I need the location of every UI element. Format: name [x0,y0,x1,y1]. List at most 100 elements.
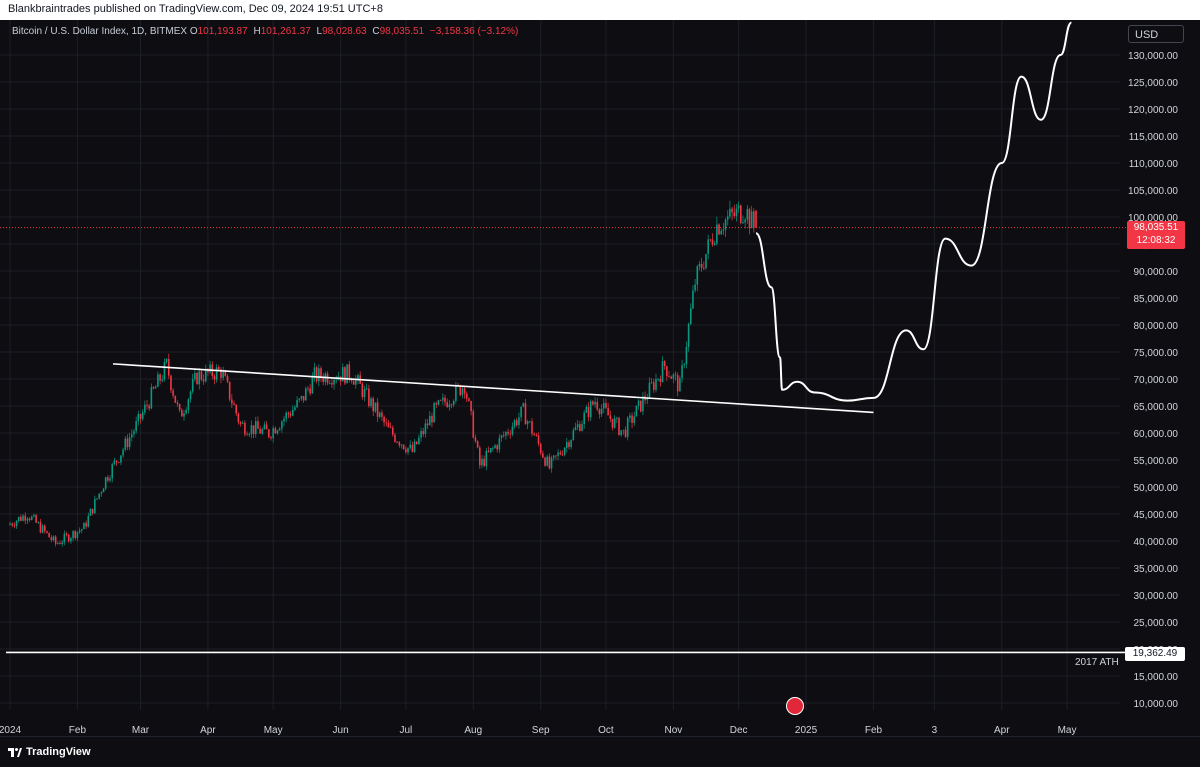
candle-body [415,441,418,445]
candle-body [552,455,555,458]
candle-body [109,478,111,481]
candle-body [85,522,87,527]
candle-body [561,454,564,456]
candle-body [222,372,224,378]
candle-body [46,531,48,533]
candle-body [74,531,77,539]
candle-body [687,324,690,347]
candle-body [700,264,703,269]
candle-body [731,208,733,213]
candle-body [87,515,90,527]
candle-body [737,205,740,209]
candle-body [507,431,509,434]
projection-path-drawing[interactable] [755,21,1073,402]
candle-body [39,522,42,533]
candle-body [726,216,729,220]
trendline-drawing[interactable] [112,363,874,414]
candle-body [694,284,696,291]
candle-body [235,404,237,414]
y-tick-label: 85,000.00 [1134,294,1179,305]
us-flag-event-icon[interactable] [786,697,804,715]
x-tick-label: 2024 [0,725,22,736]
candle-body [522,403,525,407]
candle-body [307,388,309,390]
candle-body [605,403,607,408]
y-tick-label: 130,000.00 [1128,51,1178,62]
candle-body [35,515,37,523]
candle-body [676,375,679,392]
candle-body [405,449,407,453]
y-tick-label: 100,000.00 [1128,213,1178,224]
candle-body [526,421,529,425]
candle-body [509,433,512,435]
candle-body [546,456,549,466]
candle-body [563,447,566,455]
candle-body [655,378,657,390]
candle-body [341,367,344,382]
candle-body [17,516,20,522]
candle-body [213,376,216,380]
candle-body [161,379,164,381]
candle-body [681,365,683,379]
candle-body [426,423,429,426]
candle-body [381,412,383,417]
candle-body [44,525,46,532]
candle-body [616,417,618,419]
candle-body [748,209,751,229]
candle-body [289,414,292,416]
candle-body [233,403,235,405]
chart-pane[interactable]: 10,000.0015,000.0020,000.0025,000.0030,0… [0,20,1200,736]
candle-body [485,450,488,466]
candle-body [305,388,307,401]
candle-body [596,401,599,410]
candle-body [724,219,727,230]
candle-body [729,208,731,217]
candle-body [250,425,253,435]
candle-body [281,421,283,429]
candle-body [572,430,575,440]
x-tick-label: Oct [598,725,614,736]
candle-body [170,375,172,391]
candle-body [265,424,268,430]
candle-body [287,412,290,415]
candle-body [102,488,105,493]
open-value: 101,193.87 [197,26,248,37]
candle-body [498,437,501,450]
candle-body [198,371,201,385]
candle-body [272,428,274,439]
candle-body [442,397,444,401]
candle-body [696,266,699,285]
price-chart[interactable]: 10,000.0015,000.0020,000.0025,000.0030,0… [0,20,1200,736]
candle-body [513,420,516,427]
candle-body [174,395,177,403]
tradingview-logo[interactable]: TradingView [8,746,91,758]
candle-body [22,515,24,521]
candle-body [315,367,318,382]
x-tick-label: Nov [664,725,682,736]
candle-body [642,396,644,412]
candle-body [283,418,285,422]
symbol-title[interactable]: Bitcoin / U.S. Dollar Index, 1D, BITMEX [12,26,188,37]
candle-body [83,522,85,530]
candle-body [176,402,179,405]
y-tick-label: 110,000.00 [1129,159,1179,170]
candle-body [20,516,22,521]
y-tick-label: 115,000.00 [1129,132,1179,143]
candle-body [407,447,409,453]
candle-body [481,458,483,466]
candle-body [131,434,133,438]
candle-body [135,421,137,432]
candle-body [600,408,603,415]
candle-body [311,376,314,394]
high-label: H [253,26,261,37]
candle-body [598,409,601,415]
candle-body [33,515,35,517]
candle-body [435,403,438,405]
candle-body [54,536,57,544]
y-tick-label: 80,000.00 [1134,321,1179,332]
candle-body [531,421,533,434]
candle-body [413,441,416,452]
candle-body [437,400,440,405]
candle-body [241,422,244,424]
currency-button[interactable]: USD [1128,25,1184,43]
